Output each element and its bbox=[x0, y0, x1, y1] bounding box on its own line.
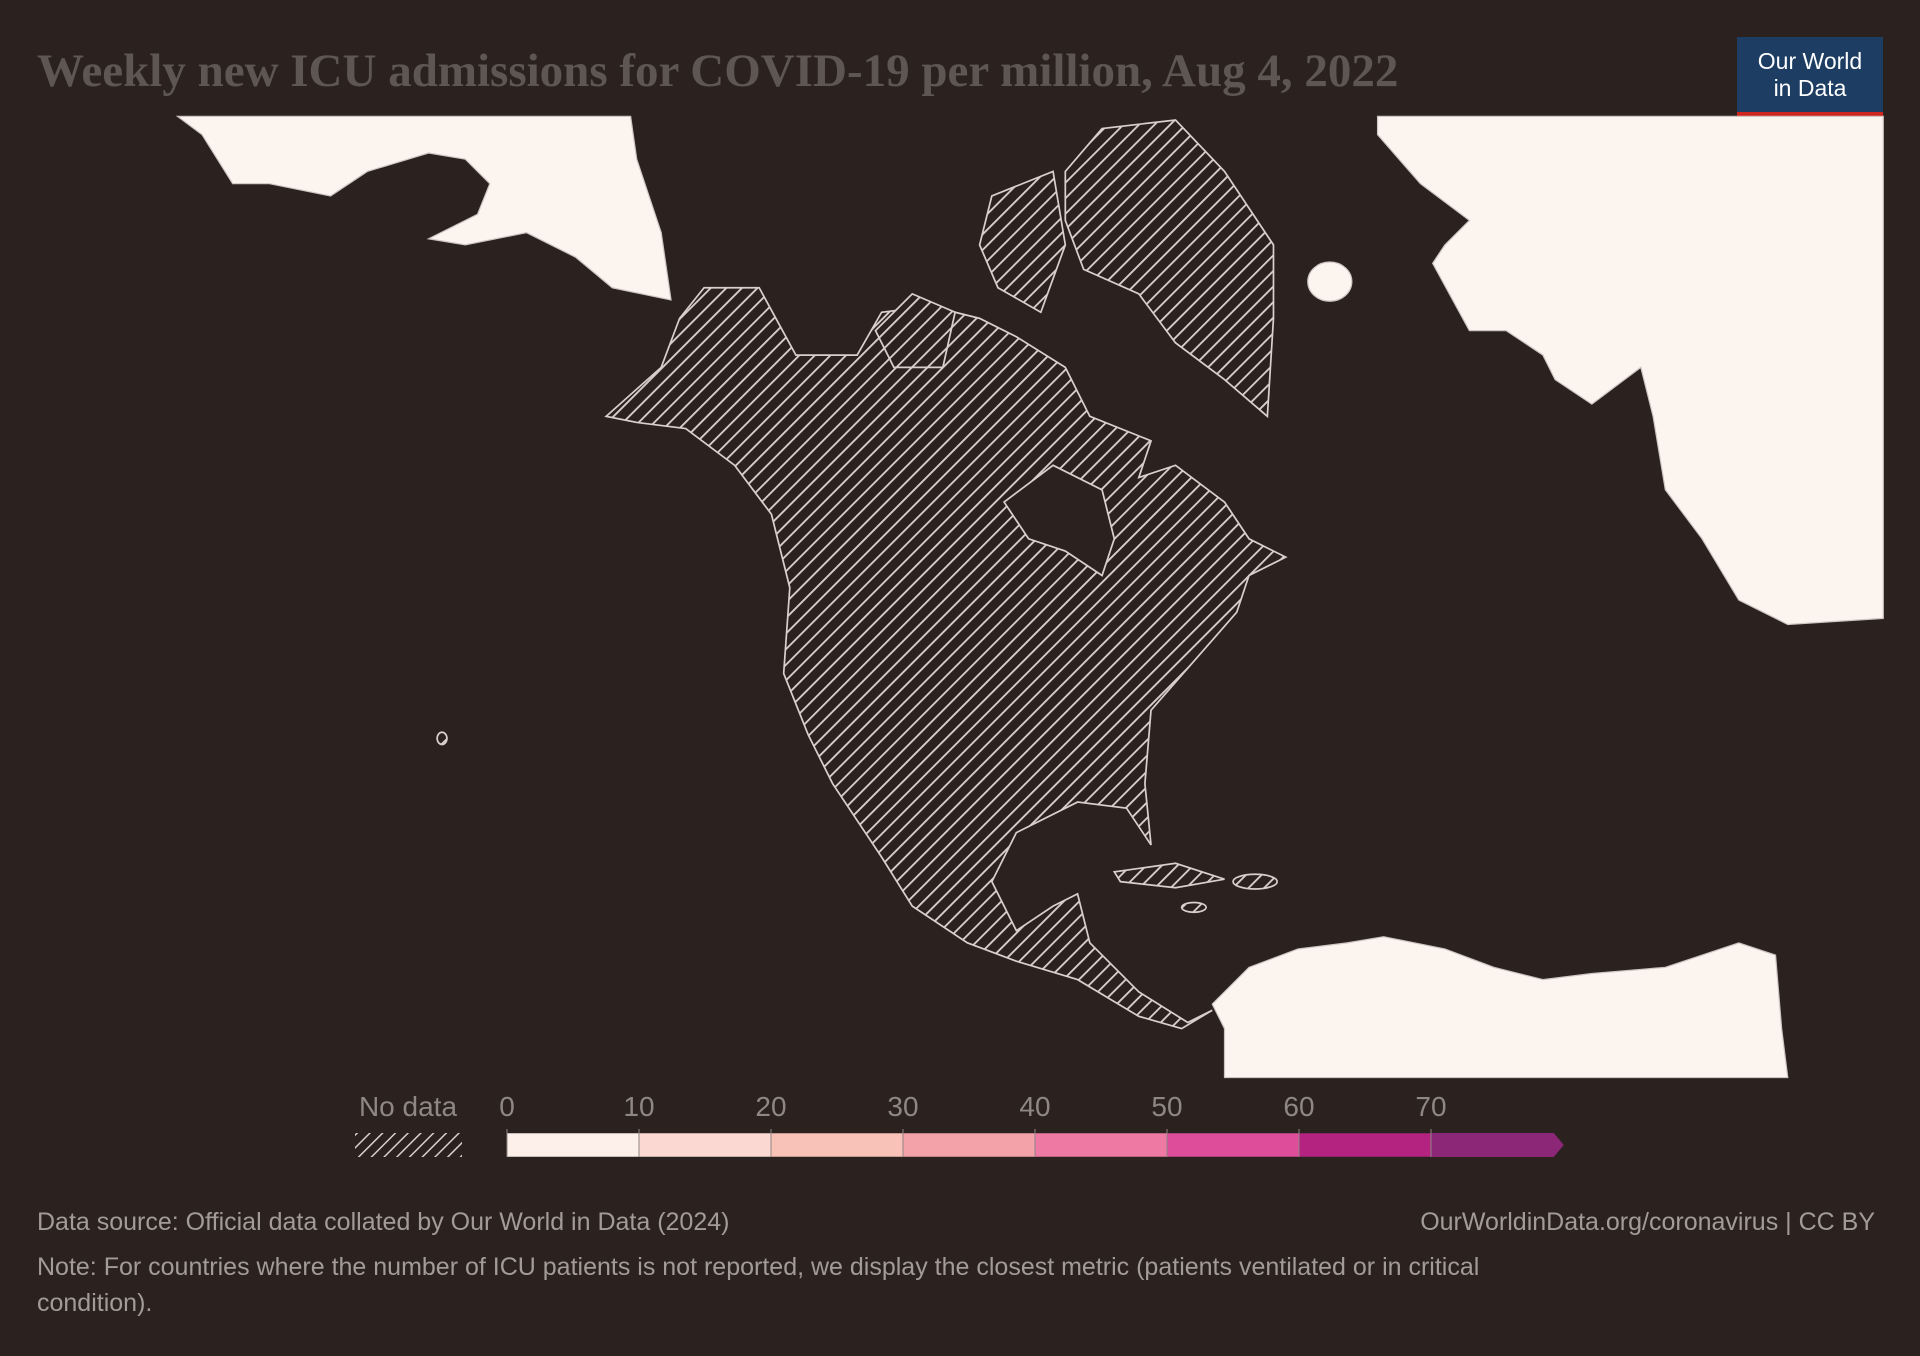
chart-title: Weekly new ICU admissions for COVID-19 p… bbox=[37, 45, 1398, 97]
tick-label: 60 bbox=[1283, 1091, 1314, 1122]
country-no-data bbox=[1112, 862, 1225, 889]
logo-text: Our World bbox=[1758, 48, 1862, 74]
tick-label: 10 bbox=[623, 1091, 654, 1122]
country bbox=[1307, 261, 1353, 302]
legend-bin bbox=[1431, 1133, 1564, 1157]
logo-box bbox=[1737, 37, 1883, 112]
source: Data source: Official data collated by O… bbox=[37, 1208, 729, 1236]
legend-bin bbox=[638, 1132, 772, 1158]
logo-bar bbox=[1737, 112, 1883, 117]
map bbox=[175, 115, 1884, 1079]
tick-label: 40 bbox=[1019, 1091, 1050, 1122]
country-no-data bbox=[436, 731, 448, 746]
logo-text: in Data bbox=[1774, 75, 1847, 101]
legend-bin bbox=[1298, 1132, 1432, 1158]
country-no-data bbox=[1232, 873, 1279, 890]
legend: No data 0 10 20 30 40 50 60 70 bbox=[355, 1091, 1564, 1158]
bay bbox=[1002, 464, 1116, 577]
country bbox=[1211, 936, 1789, 1079]
country-no-data bbox=[1064, 119, 1275, 419]
tick-label: 50 bbox=[1151, 1091, 1182, 1122]
legend-bin bbox=[1166, 1132, 1300, 1158]
tick-label: 0 bbox=[499, 1091, 515, 1122]
tick-label: 20 bbox=[755, 1091, 786, 1122]
country-no-data bbox=[604, 286, 1288, 1030]
note: Note: For countries where the number of … bbox=[37, 1253, 1479, 1281]
legend-bin bbox=[506, 1132, 640, 1158]
country bbox=[1376, 115, 1884, 626]
country-no-data bbox=[978, 170, 1067, 314]
url: OurWorldinData.org/coronavirus | CC BY bbox=[1420, 1208, 1875, 1236]
tick-label: 30 bbox=[887, 1091, 918, 1122]
note: condition). bbox=[37, 1289, 152, 1317]
legend-bin bbox=[902, 1132, 1036, 1158]
country-no-data bbox=[874, 292, 957, 369]
no-data-swatch bbox=[355, 1133, 462, 1157]
legend-label: No data bbox=[359, 1091, 457, 1122]
country-no-data bbox=[1180, 901, 1207, 914]
country bbox=[175, 115, 672, 301]
legend-bin bbox=[1034, 1132, 1168, 1158]
tick-label: 70 bbox=[1415, 1091, 1446, 1122]
logo: Our World in Data bbox=[1737, 37, 1883, 117]
legend-bin bbox=[770, 1132, 904, 1158]
